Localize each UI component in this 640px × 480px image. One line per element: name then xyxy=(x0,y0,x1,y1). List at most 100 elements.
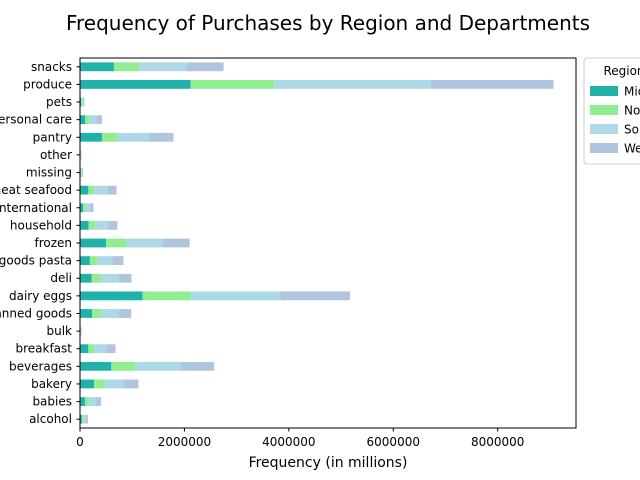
bars-group xyxy=(80,62,554,424)
bar-dairy-eggs-south xyxy=(190,291,281,301)
bar-snacks-midwest xyxy=(80,62,114,72)
bar-household-midwest xyxy=(80,220,89,230)
bar-pets-midwest xyxy=(80,97,82,107)
y-tick-label-breakfast: breakfast xyxy=(15,342,72,356)
x-tick-label-1: 2000000 xyxy=(158,435,211,449)
bar-pets-northeast xyxy=(81,97,82,107)
bar-breakfast-northeast xyxy=(88,344,95,354)
bar-alcohol-west xyxy=(85,414,88,424)
bar-produce-midwest xyxy=(80,80,191,89)
bar-international-midwest xyxy=(80,203,84,213)
bar-produce-south xyxy=(274,80,431,89)
bar-breakfast-south xyxy=(94,344,107,354)
bar-bakery-midwest xyxy=(80,379,95,389)
legend-swatch-south xyxy=(590,124,618,134)
bar-dairy-eggs-midwest xyxy=(80,291,143,301)
legend: Region Midwest Northeast South West xyxy=(583,57,640,165)
y-tick-label-household: household xyxy=(10,218,72,232)
bar-beverages-south xyxy=(134,361,182,371)
y-tick-label-frozen: frozen xyxy=(34,236,72,250)
bar-dairy-eggs-northeast xyxy=(142,291,191,301)
bar-deli-midwest xyxy=(80,273,92,283)
bar-deli-west xyxy=(118,273,132,283)
bar-personal-care-midwest xyxy=(80,115,86,125)
bar-frozen-south xyxy=(125,238,164,248)
legend-label-northeast: Northeast xyxy=(624,104,640,118)
legend-swatch-midwest xyxy=(590,86,618,96)
bar-alcohol-midwest xyxy=(80,414,82,424)
y-tick-label-produce: produce xyxy=(23,77,72,91)
y-tick-label-personal-care: personal care xyxy=(0,113,72,127)
bar-frozen-midwest xyxy=(80,238,107,248)
bar-canned-goods-midwest xyxy=(80,309,93,318)
bar-missing-west xyxy=(82,168,84,177)
y-tick-label-bakery: bakery xyxy=(31,377,72,391)
y-tick-label-babies: babies xyxy=(32,395,72,409)
bar-missing-south xyxy=(81,168,83,177)
legend-label-midwest: Midwest xyxy=(624,85,640,99)
bar-snacks-west xyxy=(187,62,224,72)
bar-dry-goods-pasta-northeast xyxy=(89,256,98,266)
bar-beverages-midwest xyxy=(80,361,112,371)
bar-babies-south xyxy=(88,397,96,406)
bar-breakfast-midwest xyxy=(80,344,89,354)
y-axis: alcohol babies bakery beverages breakfast bul… xyxy=(0,60,80,426)
bar-babies-midwest xyxy=(80,397,85,406)
bar-household-west xyxy=(107,220,118,230)
x-axis: 0 2000000 4000000 6000000 8000000 xyxy=(76,428,524,449)
y-tick-label-pantry: pantry xyxy=(33,130,72,144)
bar-personal-care-west xyxy=(96,115,102,125)
y-tick-label-missing: missing xyxy=(26,166,72,180)
y-tick-label-meat-seafood: meat seafood xyxy=(0,183,72,197)
x-tick-label-0: 0 xyxy=(76,435,84,449)
bar-missing-northeast xyxy=(80,168,82,177)
bar-canned-goods-south xyxy=(100,309,119,318)
bar-pantry-west xyxy=(149,132,174,142)
bar-dry-goods-pasta-south xyxy=(97,256,113,266)
bar-personal-care-northeast xyxy=(85,115,89,125)
y-tick-label-dairy-eggs: dairy eggs xyxy=(9,289,72,303)
bar-meat-seafood-west xyxy=(107,185,117,195)
bar-international-northeast xyxy=(83,203,86,213)
bar-frozen-west xyxy=(163,238,190,248)
bar-beverages-northeast xyxy=(111,361,135,371)
bar-meat-seafood-northeast xyxy=(88,185,95,195)
x-tick-label-4: 8000000 xyxy=(471,435,524,449)
bar-pets-south xyxy=(81,97,84,107)
legend-swatch-west xyxy=(590,143,618,153)
y-tick-label-alcohol: alcohol xyxy=(29,412,72,426)
bar-dry-goods-pasta-midwest xyxy=(80,256,90,266)
bar-alcohol-south xyxy=(83,414,86,424)
bar-deli-northeast xyxy=(91,273,101,283)
bar-alcohol-northeast xyxy=(81,414,84,424)
bar-pantry-south xyxy=(117,132,150,142)
bar-household-south xyxy=(94,220,108,230)
bar-personal-care-south xyxy=(88,115,97,125)
y-tick-label-canned-goods: canned goods xyxy=(0,306,72,320)
x-tick-label-3: 6000000 xyxy=(367,435,420,449)
y-tick-label-snacks: snacks xyxy=(31,60,72,74)
bar-bakery-west xyxy=(123,379,139,389)
bar-dairy-eggs-west xyxy=(280,291,350,301)
bar-snacks-northeast xyxy=(113,62,139,72)
bar-bakery-south xyxy=(104,379,124,389)
y-tick-label-pets: pets xyxy=(46,95,72,109)
bar-snacks-south xyxy=(138,62,188,72)
bar-pantry-northeast xyxy=(101,132,118,142)
y-tick-label-deli: deli xyxy=(50,271,72,285)
legend-title: Region xyxy=(603,64,640,78)
legend-swatch-northeast xyxy=(590,105,618,115)
bar-frozen-northeast xyxy=(106,238,126,248)
bar-babies-northeast xyxy=(84,397,89,406)
plot-frame xyxy=(79,57,577,429)
y-tick-label-international: international xyxy=(0,201,72,215)
bar-beverages-west xyxy=(181,361,215,371)
bar-pantry-midwest xyxy=(80,132,102,142)
bar-international-west xyxy=(90,203,94,213)
bar-babies-west xyxy=(95,397,102,406)
bar-bakery-northeast xyxy=(94,379,105,389)
y-tick-label-dry-goods-pasta: dry goods pasta xyxy=(0,254,72,268)
y-tick-label-other: other xyxy=(40,148,72,162)
bar-household-northeast xyxy=(88,220,95,230)
